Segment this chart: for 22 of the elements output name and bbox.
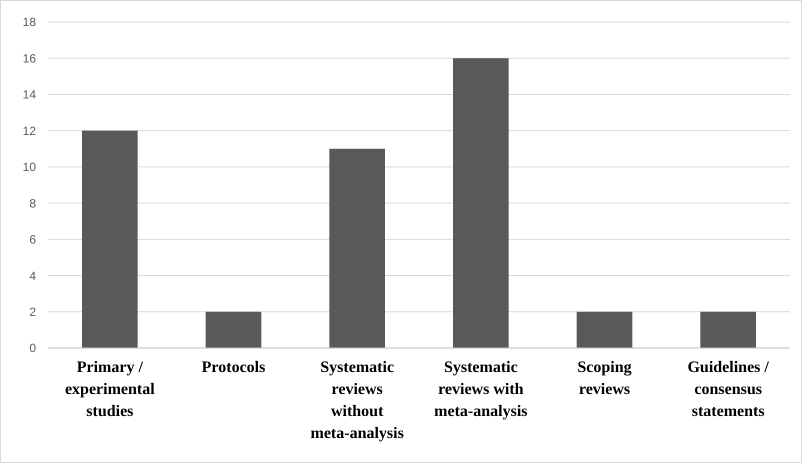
y-tick-label: 18 xyxy=(22,15,36,30)
x-tick-label: Guidelines / consensus statements xyxy=(687,359,770,420)
x-tick-label: Primary / experimental studies xyxy=(64,359,156,420)
x-tick-label: Systematic reviews without meta-analysis xyxy=(310,359,404,442)
bar xyxy=(700,312,756,348)
bar xyxy=(453,58,509,348)
y-tick-label: 16 xyxy=(22,51,36,66)
y-tick-label: 10 xyxy=(22,160,36,174)
y-tick-label: 2 xyxy=(29,304,36,319)
y-tick-label: 6 xyxy=(29,232,36,247)
bar xyxy=(329,148,385,348)
y-tick-label: 14 xyxy=(22,88,36,102)
x-tick-label: Scoping reviews xyxy=(577,359,632,398)
y-tick-label: 8 xyxy=(29,196,36,210)
y-tick-label: 0 xyxy=(29,341,36,356)
x-tick-label: Protocols xyxy=(202,359,266,376)
bar xyxy=(82,130,138,348)
bar xyxy=(576,312,632,348)
bar xyxy=(206,312,262,348)
x-tick-label: Systematic reviews with meta-analysis xyxy=(434,359,528,420)
y-tick-label: 12 xyxy=(22,124,36,138)
y-tick-label: 4 xyxy=(29,268,36,283)
